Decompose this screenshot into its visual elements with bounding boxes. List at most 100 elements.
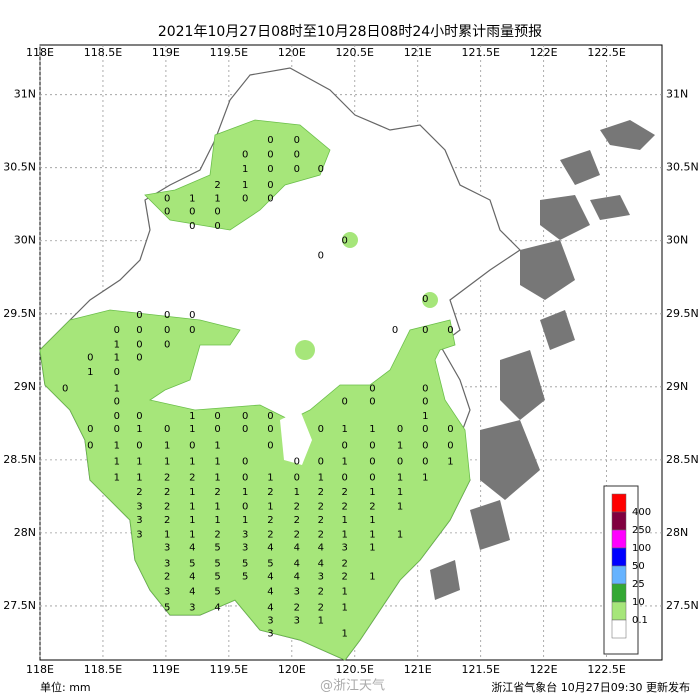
station-value: 2 [294, 502, 300, 513]
station-value: 1 [242, 164, 248, 175]
station-value: 5 [214, 586, 220, 597]
station-value: 0 [267, 135, 273, 146]
station-value: 0 [114, 396, 120, 407]
station-value: 0 [267, 424, 273, 435]
station-value: 5 [214, 559, 220, 570]
station-value: 4 [267, 572, 273, 583]
station-value: 0 [114, 367, 120, 378]
station-value: 1 [342, 586, 348, 597]
station-value: 1 [294, 487, 300, 498]
station-value: 1 [318, 616, 324, 627]
station-value: 1 [189, 193, 195, 204]
legend-label: 10 [632, 597, 645, 608]
station-value: 0 [397, 456, 403, 467]
y-tick-label: 27.5N [3, 599, 36, 612]
station-value: 3 [267, 629, 273, 640]
station-value: 1 [369, 572, 375, 583]
station-value: 0 [189, 221, 195, 232]
y-tick-label: 30N [14, 234, 36, 247]
station-value: 4 [267, 543, 273, 554]
station-value: 0 [447, 325, 453, 336]
station-value: 0 [242, 472, 248, 483]
station-value: 0 [318, 164, 324, 175]
rain-area [295, 340, 315, 360]
station-value: 0 [242, 456, 248, 467]
station-value: 0 [422, 383, 428, 394]
station-value: 0 [294, 164, 300, 175]
station-value: 4 [214, 602, 220, 613]
station-value: 0 [136, 411, 142, 422]
legend-label: 100 [632, 543, 651, 554]
station-value: 0 [422, 294, 428, 305]
station-value: 2 [294, 515, 300, 526]
station-value: 0 [164, 339, 170, 350]
station-value: 1 [114, 383, 120, 394]
station-value: 1 [342, 515, 348, 526]
x-tick-label: 121.5E [461, 663, 499, 676]
station-value: 1 [214, 193, 220, 204]
station-value: 1 [397, 440, 403, 451]
legend-swatch [611, 511, 627, 531]
station-value: 2 [318, 586, 324, 597]
station-value: 0 [267, 164, 273, 175]
station-value: 0 [87, 440, 93, 451]
dry-area [280, 410, 312, 465]
legend-swatch [611, 601, 627, 621]
station-value: 0 [422, 424, 428, 435]
station-value: 0 [242, 193, 248, 204]
station-value: 5 [214, 572, 220, 583]
station-value: 0 [318, 250, 324, 261]
station-value: 0 [164, 325, 170, 336]
station-value: 3 [242, 543, 248, 554]
station-value: 0 [267, 193, 273, 204]
publisher: 浙江省气象台 10月27日09:30 更新发布 [491, 680, 690, 694]
station-value: 0 [342, 236, 348, 247]
station-value: 0 [369, 456, 375, 467]
y-tick-label: 28.5N [666, 453, 699, 466]
x-tick-label: 121.5E [461, 46, 499, 59]
station-value: 3 [136, 515, 142, 526]
x-tick-label: 118.5E [84, 46, 122, 59]
x-tick-label: 119.5E [210, 663, 248, 676]
station-value: 0 [214, 207, 220, 218]
legend-label: 50 [632, 561, 645, 572]
station-value: 1 [242, 487, 248, 498]
station-value: 4 [294, 559, 300, 570]
y-tick-label: 29.5N [3, 307, 36, 320]
station-value: 0 [267, 411, 273, 422]
station-value: 2 [318, 515, 324, 526]
station-value: 4 [189, 586, 195, 597]
island [600, 120, 655, 150]
station-value: 1 [369, 424, 375, 435]
y-tick-label: 30N [666, 234, 688, 247]
station-value: 3 [318, 572, 324, 583]
station-value: 2 [267, 529, 273, 540]
island [500, 350, 545, 420]
rain-area [39, 309, 471, 661]
station-value: 2 [164, 487, 170, 498]
station-value: 2 [294, 529, 300, 540]
station-value: 0 [136, 325, 142, 336]
station-value: 1 [422, 472, 428, 483]
station-value: 2 [164, 472, 170, 483]
station-value: 2 [318, 487, 324, 498]
x-tick-label: 119.5E [210, 46, 248, 59]
station-value: 0 [189, 310, 195, 321]
station-value: 5 [189, 559, 195, 570]
station-value: 1 [136, 472, 142, 483]
station-value: 0 [318, 456, 324, 467]
station-value: 5 [242, 572, 248, 583]
station-value: 4 [294, 543, 300, 554]
station-value: 1 [136, 456, 142, 467]
station-value: 1 [369, 543, 375, 554]
station-value: 0 [242, 411, 248, 422]
station-value: 0 [422, 440, 428, 451]
island [430, 560, 460, 600]
station-value: 0 [87, 424, 93, 435]
station-value: 0 [342, 396, 348, 407]
x-tick-label: 119E [152, 46, 180, 59]
station-value: 3 [164, 543, 170, 554]
station-value: 2 [318, 602, 324, 613]
legend-swatch [611, 529, 627, 549]
